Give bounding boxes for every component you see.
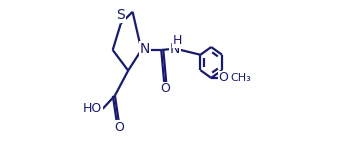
Text: O: O [218,71,228,84]
Text: O: O [115,121,124,134]
Text: S: S [117,8,125,22]
Text: N: N [139,41,150,56]
Text: O: O [160,82,170,95]
Text: HO: HO [83,102,102,115]
Text: N: N [170,42,180,56]
Text: CH₃: CH₃ [230,73,251,83]
Text: H: H [173,34,182,47]
